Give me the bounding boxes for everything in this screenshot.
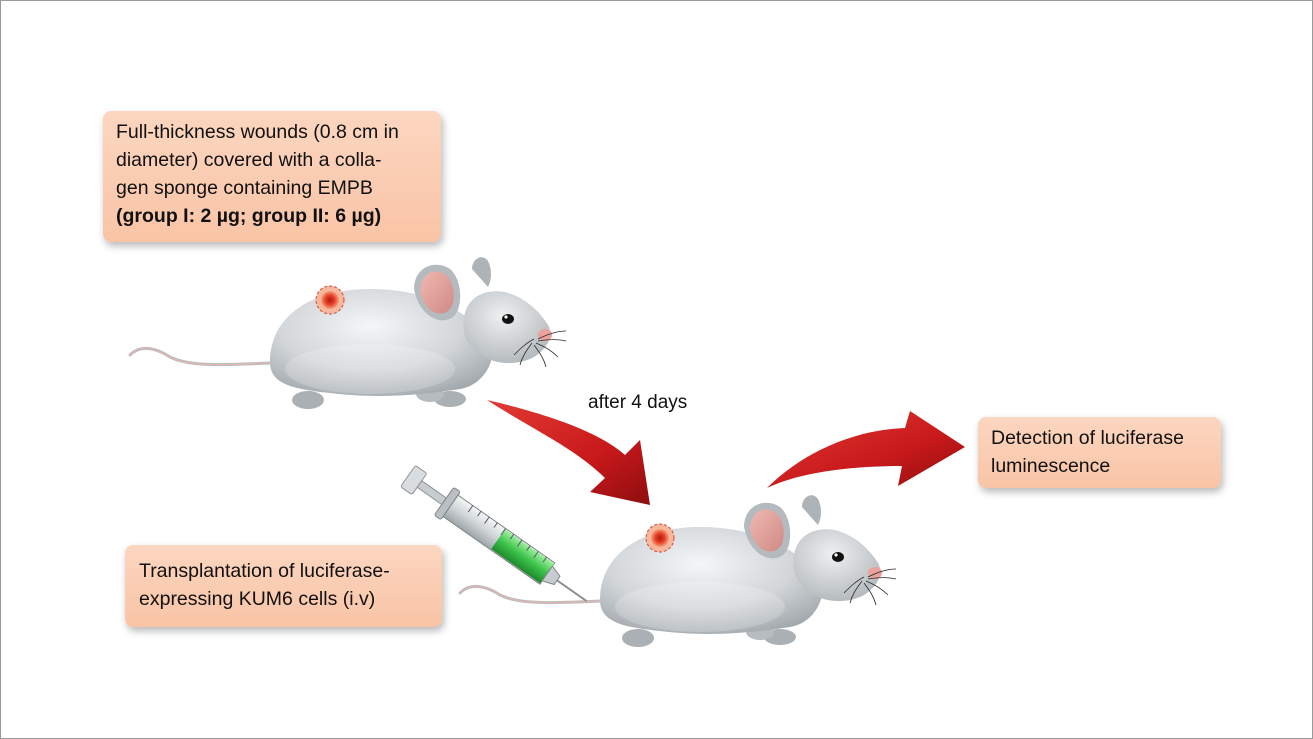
arrow-icon <box>767 411 965 488</box>
detection-box: Detection of luciferase luminescence <box>978 417 1221 488</box>
timing-label: after 4 days <box>588 392 688 413</box>
syringe-icon <box>400 465 588 602</box>
transplant-box-line: Transplantation of luciferase- <box>139 560 390 582</box>
wound-icon <box>645 523 675 553</box>
wound-box-line: Full-thickness wounds (0.8 cm in <box>116 121 399 143</box>
wound-treatment-box: Full-thickness wounds (0.8 cm in diamete… <box>103 111 441 242</box>
wound-icon <box>315 285 345 315</box>
wound-box-dose-line: (group I: 2 µg; group II: 6 µg) <box>116 205 382 227</box>
wound-box-line: gen sponge containing EMPB <box>116 177 373 199</box>
mouse-icon <box>128 255 568 411</box>
transplant-box-line: expressing KUM6 cells (i.v) <box>139 588 376 610</box>
transplantation-box: Transplantation of luciferase- expressin… <box>125 545 442 627</box>
arrow-icon <box>487 400 650 505</box>
detection-box-line: Detection of luciferase <box>991 427 1184 449</box>
detection-box-line: luminescence <box>991 455 1111 477</box>
wound-box-line: diameter) covered with a colla- <box>116 149 382 171</box>
